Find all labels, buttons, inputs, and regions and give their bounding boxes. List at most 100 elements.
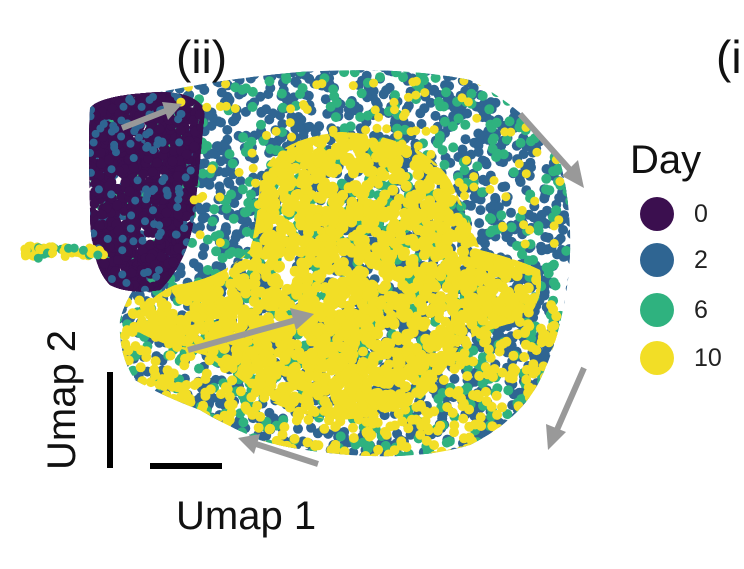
- scatter-point: [345, 98, 356, 109]
- scatter-point: [483, 72, 494, 83]
- scatter-point: [549, 365, 559, 375]
- scatter-point: [118, 394, 129, 405]
- scatter-point: [530, 419, 541, 430]
- scatter-point: [562, 432, 571, 443]
- scatter-point: [184, 393, 195, 404]
- scatter-point: [228, 213, 239, 224]
- scatter-point: [508, 443, 519, 454]
- scatter-point: [101, 305, 112, 316]
- scatter-point: [530, 100, 540, 111]
- scatter-point: [89, 206, 92, 217]
- scatter-point: [123, 427, 134, 438]
- scatter-point: [559, 105, 570, 115]
- scatter-point: [218, 426, 229, 437]
- scatter-point: [528, 359, 539, 370]
- scatter-point: [492, 83, 503, 94]
- scatter-point: [348, 70, 359, 71]
- scatter-point: [510, 79, 521, 90]
- scatter-point: [406, 414, 417, 425]
- scatter-point: [240, 207, 250, 218]
- scatter-point: [99, 327, 110, 338]
- scatter-point: [119, 433, 130, 444]
- scatter-point: [123, 436, 134, 447]
- scatter-point: [566, 315, 571, 326]
- scatter-point: [548, 391, 559, 402]
- scatter-point: [501, 451, 512, 457]
- scatter-point: [457, 144, 468, 155]
- scatter-point: [568, 284, 571, 295]
- scatter-point: [366, 430, 377, 440]
- scatter-point: [157, 453, 168, 457]
- scatter-point: [95, 428, 106, 439]
- scatter-point: [122, 458, 132, 468]
- scatter-point: [97, 291, 108, 292]
- scatter-point: [89, 92, 99, 103]
- scatter-point: [521, 374, 532, 385]
- scatter-point: [89, 262, 94, 273]
- scatter-point: [89, 263, 95, 274]
- scatter-point: [518, 426, 529, 437]
- scatter-point: [158, 425, 169, 436]
- scatter-point: [541, 407, 551, 418]
- scatter-point: [528, 448, 539, 457]
- scatter-point: [264, 76, 275, 87]
- scatter-point: [111, 357, 122, 368]
- scatter-point: [524, 436, 535, 447]
- scatter-point: [89, 283, 100, 294]
- scatter-point: [227, 158, 238, 169]
- scatter-point: [531, 99, 541, 110]
- scatter-point: [462, 108, 473, 119]
- scatter-point: [167, 420, 178, 431]
- scatter-point: [227, 439, 238, 450]
- scatter-point: [251, 454, 262, 457]
- scatter-point: [89, 283, 98, 292]
- scatter-point: [97, 397, 108, 408]
- scatter-point: [214, 437, 225, 448]
- scatter-point: [113, 305, 124, 316]
- scatter-point: [499, 70, 509, 76]
- scatter-point: [561, 140, 571, 151]
- scatter-point: [89, 268, 90, 279]
- scatter-point: [122, 441, 133, 452]
- scatter-point: [106, 294, 117, 305]
- scatter-point: [188, 258, 199, 269]
- scatter-point: [538, 328, 549, 339]
- scatter-point: [112, 70, 123, 80]
- scatter-point: [539, 101, 550, 112]
- scatter-point: [508, 436, 518, 447]
- scatter-point: [538, 451, 549, 457]
- scatter-point: [515, 177, 526, 187]
- scatter-point: [470, 70, 481, 75]
- scatter-point: [553, 92, 564, 103]
- scatter-point: [142, 446, 153, 457]
- scatter-point: [413, 70, 424, 73]
- scatter-point: [235, 386, 246, 397]
- scatter-point: [508, 423, 519, 434]
- scatter-point: [143, 70, 154, 80]
- scatter-point: [473, 147, 484, 157]
- scatter-point: [125, 398, 136, 409]
- scatter-point: [112, 362, 123, 373]
- scatter-point: [242, 404, 253, 415]
- scatter-point: [179, 447, 190, 457]
- scatter-point: [567, 145, 571, 156]
- scatter-point: [436, 446, 447, 457]
- scatter-point: [492, 409, 503, 420]
- scatter-point: [200, 374, 211, 384]
- scatter-point: [89, 233, 92, 244]
- scatter-point: [564, 346, 571, 357]
- scatter-point: [121, 381, 132, 392]
- scatter-point: [90, 293, 100, 303]
- scatter-point: [197, 213, 208, 224]
- scatter-point: [303, 90, 314, 101]
- scatter-point: [121, 70, 132, 74]
- scatter-point: [433, 393, 444, 404]
- scatter-point: [537, 376, 547, 387]
- scatter-point: [566, 362, 571, 373]
- scatter-point: [531, 60, 541, 70]
- scatter-point: [89, 284, 98, 292]
- scatter-point: [115, 458, 125, 468]
- scatter-point: [289, 433, 300, 444]
- scatter-point: [508, 167, 519, 178]
- scatter-point: [91, 326, 102, 337]
